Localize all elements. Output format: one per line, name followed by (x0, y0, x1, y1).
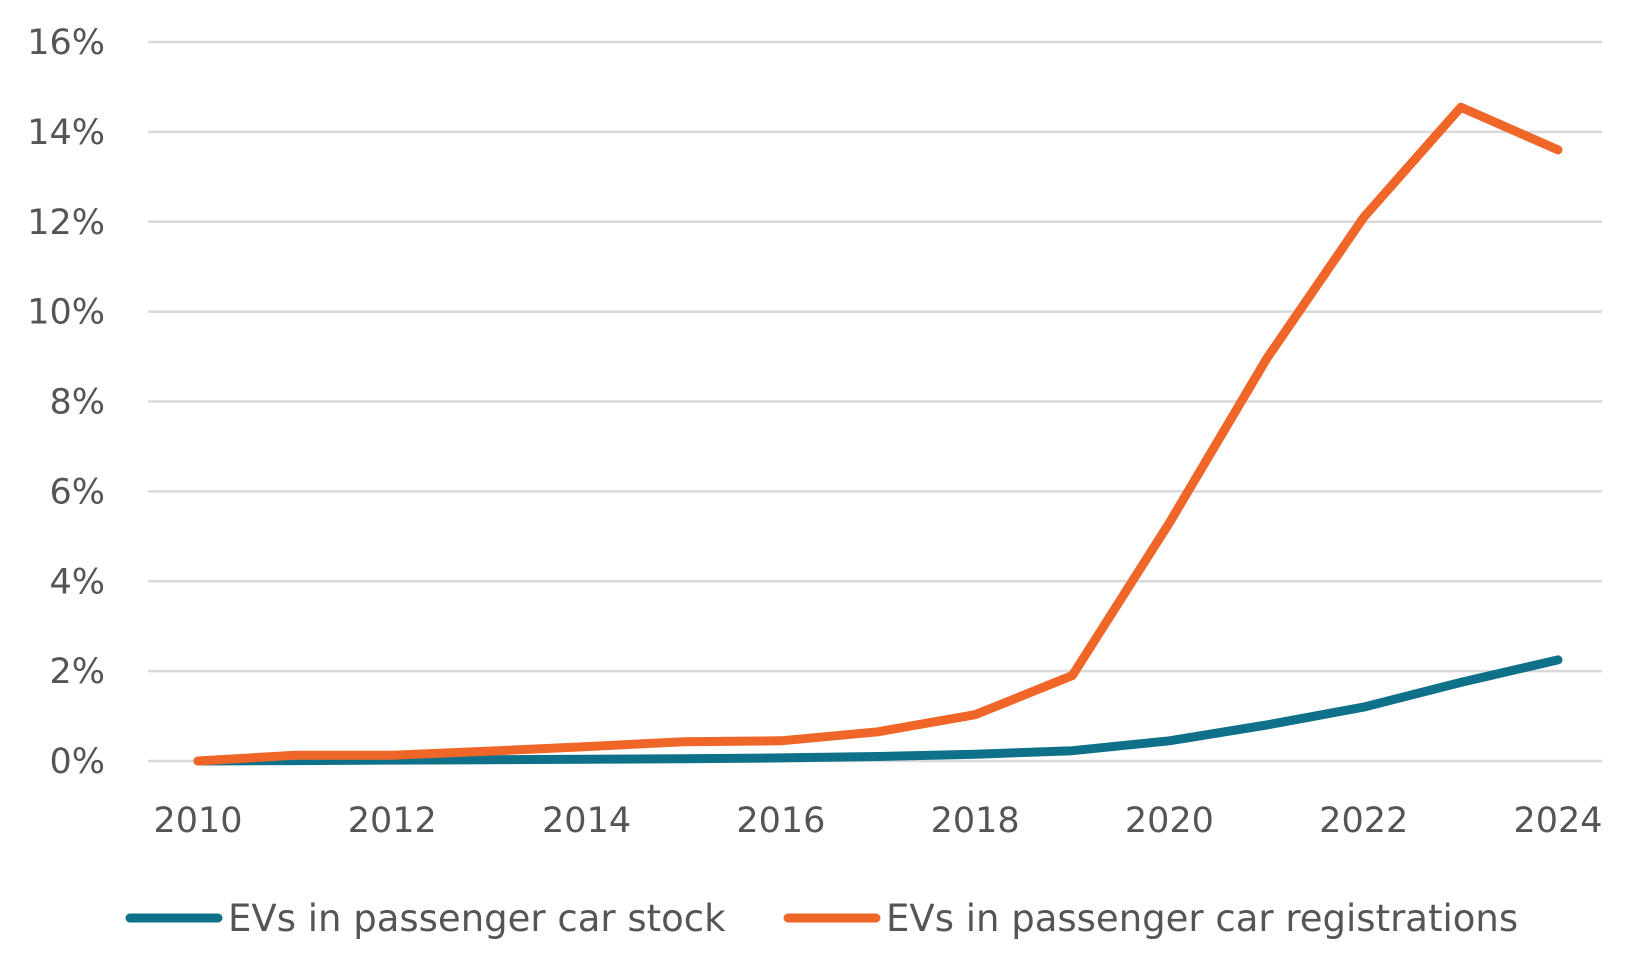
x-tick-label-2014: 2014 (542, 801, 631, 841)
x-tick-label-2010: 2010 (153, 801, 242, 841)
y-tick-label-12: 12% (27, 203, 105, 243)
legend-label-stock: EVs in passenger car stock (228, 897, 726, 940)
y-axis-tick-labels: 0% 2% 4% 6% 8% 10% 12% 14% 16% (27, 23, 105, 782)
y-tick-label-8: 8% (49, 383, 105, 423)
x-tick-label-2012: 2012 (348, 801, 437, 841)
legend-label-registrations: EVs in passenger car registrations (886, 897, 1518, 940)
x-tick-label-2024: 2024 (1513, 801, 1602, 841)
series-lines (193, 102, 1563, 766)
y-tick-label-6: 6% (49, 472, 105, 512)
y-tick-label-4: 4% (49, 562, 105, 602)
y-tick-label-14: 14% (27, 113, 105, 153)
series-line-stock (193, 655, 1563, 766)
gridlines (148, 40, 1602, 763)
x-tick-label-2022: 2022 (1319, 801, 1408, 841)
y-tick-label-0: 0% (49, 742, 105, 782)
legend: EVs in passenger car stock EVs in passen… (125, 897, 1518, 940)
x-tick-label-2016: 2016 (736, 801, 825, 841)
series-line-registrations (193, 102, 1563, 766)
x-tick-label-2020: 2020 (1125, 801, 1214, 841)
x-axis-tick-labels: 2010 2012 2014 2016 2018 2020 2022 2024 (153, 801, 1602, 841)
y-tick-label-10: 10% (27, 293, 105, 333)
y-tick-label-2: 2% (49, 652, 105, 692)
x-tick-label-2018: 2018 (931, 801, 1020, 841)
y-tick-label-16: 16% (27, 23, 105, 63)
